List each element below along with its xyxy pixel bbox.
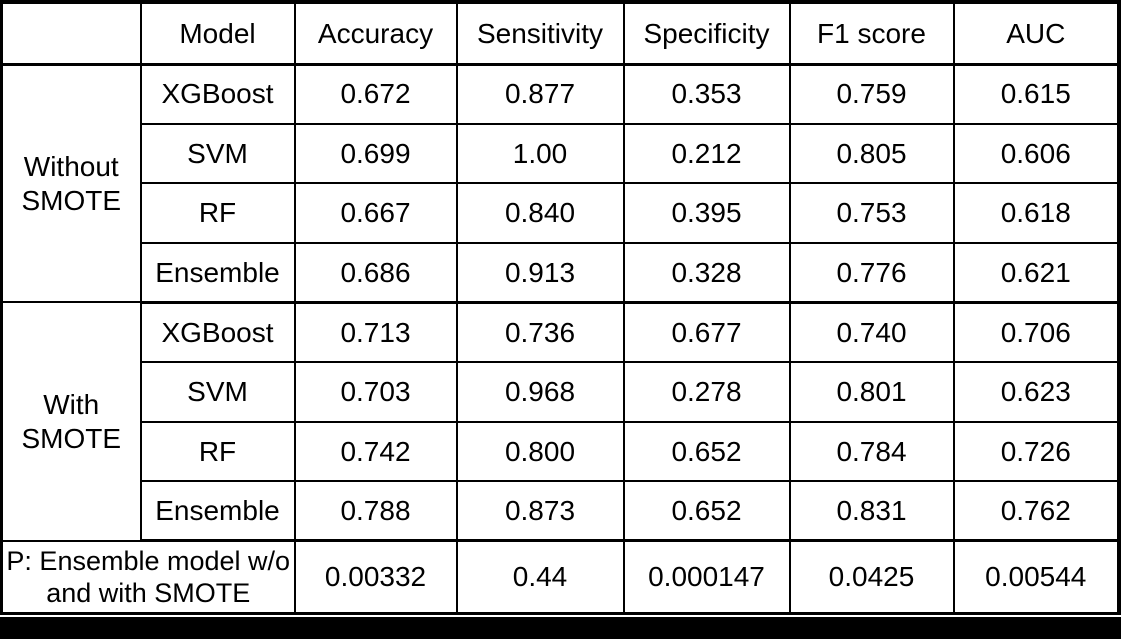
row-with-xgboost: With SMOTE XGBoost 0.713 0.736 0.677 0.7… [0, 301, 1121, 542]
sensitivity-cell: 1.00 [455, 122, 625, 185]
sensitivity-cell: 0.968 [455, 361, 625, 423]
accuracy-cell: 0.788 [293, 480, 458, 543]
model-cell: SVM [139, 122, 296, 185]
accuracy-cell: 0.686 [293, 241, 458, 304]
sensitivity-cell: 0.913 [455, 241, 625, 304]
bottom-bar [0, 617, 1121, 639]
p-accuracy-cell: 0.00332 [293, 539, 458, 615]
accuracy-cell: 0.672 [293, 63, 458, 125]
f1-score-cell: 0.776 [788, 241, 955, 304]
specificity-cell: 0.328 [622, 241, 791, 304]
auc-cell: 0.615 [952, 63, 1121, 125]
row-with-rf: RF 0.742 0.800 0.652 0.784 0.726 [2, 420, 1121, 483]
col-header-specificity: Specificity [622, 0, 791, 66]
f1-score-cell: 0.801 [788, 361, 955, 423]
model-cell: SVM [139, 361, 296, 423]
specificity-cell: 0.278 [622, 361, 791, 423]
model-cell: Ensemble [139, 480, 296, 543]
sensitivity-cell: 0.877 [455, 63, 625, 125]
model-cell: Ensemble [139, 241, 296, 304]
bottom-gap [0, 615, 1121, 617]
row-without-ensemble: Ensemble 0.686 0.913 0.328 0.776 0.621 [2, 241, 1121, 304]
accuracy-cell: 0.667 [293, 182, 458, 244]
model-cell: XGBoost [139, 63, 296, 125]
sensitivity-cell: 0.840 [455, 182, 625, 244]
auc-cell: 0.623 [952, 361, 1121, 423]
row-without-xgboost: Without SMOTE XGBoost 0.672 0.877 0.353 … [0, 63, 1121, 304]
accuracy-cell: 0.742 [293, 420, 458, 483]
specificity-cell: 0.652 [622, 420, 791, 483]
auc-cell: 0.606 [952, 122, 1121, 185]
auc-cell: 0.621 [952, 241, 1121, 304]
f1-score-cell: 0.740 [788, 301, 955, 363]
specificity-cell: 0.652 [622, 480, 791, 543]
sensitivity-cell: 0.873 [455, 480, 625, 543]
accuracy-cell: 0.699 [293, 122, 458, 185]
f1-score-cell: 0.831 [788, 480, 955, 543]
col-header-auc: AUC [952, 0, 1121, 66]
specificity-cell: 0.677 [622, 301, 791, 363]
p-f1-score-cell: 0.0425 [788, 539, 955, 615]
f1-score-cell: 0.784 [788, 420, 955, 483]
col-header-model: Model [139, 0, 296, 66]
row-without-rf: RF 0.667 0.840 0.395 0.753 0.618 [2, 182, 1121, 244]
header-row: Model Accuracy Sensitivity Specificity F… [0, 0, 1121, 66]
p-sensitivity-cell: 0.44 [455, 539, 625, 615]
sensitivity-cell: 0.800 [455, 420, 625, 483]
f1-score-cell: 0.805 [788, 122, 955, 185]
auc-cell: 0.726 [952, 420, 1121, 483]
row-with-ensemble: Ensemble 0.788 0.873 0.652 0.831 0.762 [2, 480, 1121, 543]
col-header-empty [0, 0, 142, 66]
auc-cell: 0.706 [952, 301, 1121, 363]
p-value-label: P: Ensemble model w/o and with SMOTE [0, 539, 296, 615]
model-cell: RF [139, 420, 296, 483]
auc-cell: 0.618 [952, 182, 1121, 244]
col-header-sensitivity: Sensitivity [455, 0, 625, 66]
specificity-cell: 0.212 [622, 122, 791, 185]
model-cell: RF [139, 182, 296, 244]
accuracy-cell: 0.713 [293, 301, 458, 363]
group-label-without-smote: Without SMOTE [0, 63, 142, 304]
auc-cell: 0.762 [952, 480, 1121, 543]
row-with-svm: SVM 0.703 0.968 0.278 0.801 0.623 [2, 361, 1121, 423]
group-label-with-smote: With SMOTE [0, 301, 142, 542]
row-p-value: P: Ensemble model w/o and with SMOTE 0.0… [0, 539, 1121, 615]
f1-score-cell: 0.753 [788, 182, 955, 244]
row-without-svm: SVM 0.699 1.00 0.212 0.805 0.606 [2, 122, 1121, 185]
model-cell: XGBoost [139, 301, 296, 363]
col-header-f1-score: F1 score [788, 0, 955, 66]
metrics-table: Model Accuracy Sensitivity Specificity F… [0, 0, 1121, 615]
specificity-cell: 0.395 [622, 182, 791, 244]
col-header-accuracy: Accuracy [293, 0, 458, 66]
p-specificity-cell: 0.000147 [622, 539, 791, 615]
p-auc-cell: 0.00544 [952, 539, 1121, 615]
f1-score-cell: 0.759 [788, 63, 955, 125]
specificity-cell: 0.353 [622, 63, 791, 125]
accuracy-cell: 0.703 [293, 361, 458, 423]
sensitivity-cell: 0.736 [455, 301, 625, 363]
